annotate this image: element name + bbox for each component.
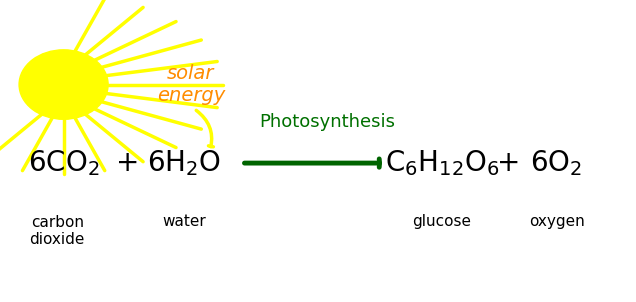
Text: +: + <box>116 149 139 177</box>
Ellipse shape <box>19 50 108 119</box>
Text: Photosynthesis: Photosynthesis <box>259 113 396 131</box>
Text: +: + <box>497 149 520 177</box>
Text: carbon
dioxide: carbon dioxide <box>29 215 85 247</box>
Text: $\mathdefault{C_6H_{12}O_6}$: $\mathdefault{C_6H_{12}O_6}$ <box>385 148 499 178</box>
Text: water: water <box>163 214 206 230</box>
Text: oxygen: oxygen <box>529 214 584 230</box>
Text: $\mathdefault{6O_2}$: $\mathdefault{6O_2}$ <box>530 148 583 178</box>
Text: glucose: glucose <box>413 214 471 230</box>
Text: $\mathdefault{6CO_2}$: $\mathdefault{6CO_2}$ <box>28 148 99 178</box>
Text: solar
energy: solar energy <box>156 64 225 105</box>
Text: $\mathdefault{6H_2O}$: $\mathdefault{6H_2O}$ <box>148 148 221 178</box>
